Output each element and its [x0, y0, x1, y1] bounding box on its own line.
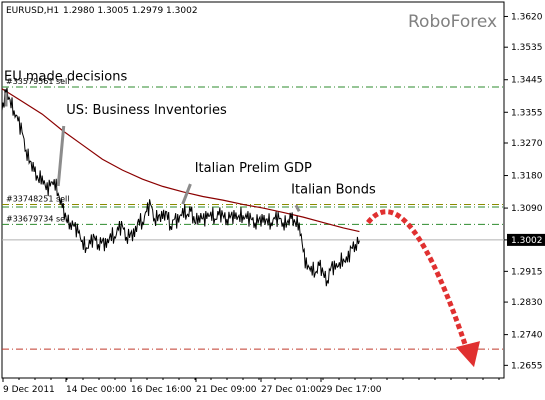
y-tick-label: 1.2740	[511, 331, 543, 341]
x-tick-label: 29 Dec 17:00	[321, 385, 382, 395]
annotation-pointer	[56, 125, 66, 187]
forecast-arrowhead	[456, 341, 480, 368]
annotation-pointer	[181, 183, 192, 205]
y-tick-label: 1.3445	[511, 76, 543, 86]
ohlc-values: 1.2980 1.3005 1.2979 1.3002	[63, 6, 198, 16]
annotation-label: EU made decisions	[4, 69, 127, 84]
level-label: #33748251 sell	[6, 194, 70, 203]
y-tick-label: 1.2915	[511, 267, 543, 277]
forecast-arrow	[366, 209, 480, 368]
current-price-value: 1.3002	[511, 236, 543, 246]
annotation-pointer	[294, 204, 301, 213]
x-tick-label: 9 Dec 2011	[3, 385, 55, 395]
current-price-badge	[507, 233, 545, 246]
annotation-label: Italian Bonds	[291, 182, 376, 197]
level-label: #33679734 sell	[6, 214, 70, 223]
price-path	[1, 87, 360, 287]
y-tick-label: 1.3535	[511, 43, 543, 53]
plot-area	[1, 1, 505, 379]
x-tick-label: 16 Dec 16:00	[131, 385, 192, 395]
x-axis: 9 Dec 2011 14 Dec 00:00 16 Dec 16:00 21 Dec…	[2, 378, 500, 395]
y-tick-label: 1.3090	[511, 204, 543, 214]
annotation-label: Italian Prelim GDP	[195, 161, 312, 176]
forecast-arc	[366, 209, 471, 354]
y-tick-label: 1.3180	[511, 172, 543, 182]
y-tick-label: 1.2830	[511, 298, 543, 308]
brand-watermark: RoboForex	[408, 12, 497, 32]
x-tick-label: 14 Dec 00:00	[66, 385, 127, 395]
y-tick-label: 1.3355	[511, 108, 543, 118]
price-series	[1, 87, 360, 287]
y-tick-label: 1.2655	[511, 361, 543, 371]
annotations: EU made decisions US: Business Inventorie…	[4, 69, 376, 213]
x-tick-label: 21 Dec 09:00	[196, 385, 257, 395]
annotation-label: US: Business Inventories	[66, 103, 227, 118]
level-label: #33579561 sell	[6, 77, 70, 86]
x-tick-label: 27 Dec 01:00	[261, 385, 322, 395]
y-axis: 1.3620 1.3535 1.3445 1.3355 1.3270 1.3180 1.30…	[504, 12, 545, 371]
y-tick-label: 1.3270	[511, 139, 543, 149]
y-tick-label: 1.3620	[511, 12, 543, 22]
symbol-label: EURUSD,H1	[6, 6, 59, 16]
